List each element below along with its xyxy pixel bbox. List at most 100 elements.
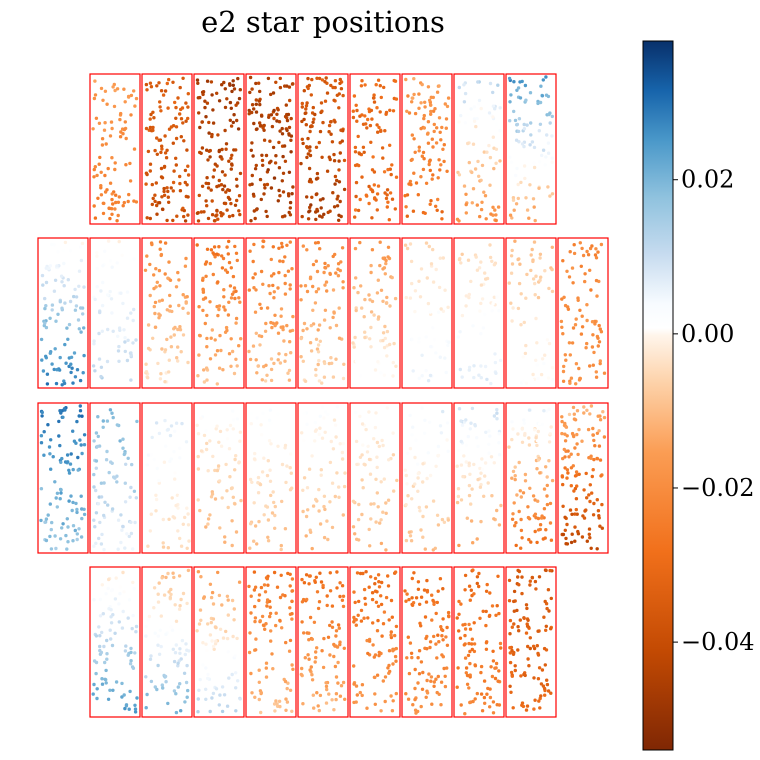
- star-point: [299, 298, 303, 302]
- star-point: [300, 577, 304, 582]
- star-point: [132, 307, 136, 312]
- star-point: [508, 660, 513, 665]
- chip-border: [141, 237, 193, 389]
- star-point: [282, 144, 287, 148]
- chip-r4-c5: [297, 566, 349, 718]
- star-point: [445, 438, 449, 442]
- star-point: [541, 537, 545, 541]
- star-point: [50, 242, 54, 247]
- star-point: [566, 471, 570, 475]
- star-point: [252, 121, 256, 126]
- star-point: [181, 293, 185, 297]
- star-point: [278, 129, 282, 133]
- star-point: [550, 134, 554, 138]
- star-point: [491, 135, 495, 139]
- chip-r4-c6: [349, 566, 401, 718]
- star-point: [56, 250, 60, 254]
- star-point: [204, 260, 209, 264]
- star-point: [172, 516, 177, 520]
- star-point: [256, 481, 260, 485]
- chip-r1-c1: [89, 73, 141, 225]
- star-point: [149, 85, 154, 89]
- star-point: [184, 119, 188, 123]
- star-point: [586, 427, 591, 432]
- star-point: [301, 328, 305, 333]
- star-point: [418, 509, 422, 513]
- star-point: [457, 173, 462, 177]
- star-point: [95, 266, 99, 271]
- star-point: [439, 138, 443, 142]
- star-point: [112, 475, 116, 479]
- star-point: [314, 497, 318, 502]
- star-point: [223, 105, 228, 110]
- star-point: [234, 103, 238, 107]
- star-point: [64, 533, 68, 538]
- star-point: [483, 461, 488, 465]
- star-point: [175, 356, 179, 360]
- star-point: [472, 364, 476, 368]
- star-point: [300, 666, 304, 671]
- chip-r4-c4: [245, 566, 297, 718]
- star-point: [489, 455, 494, 459]
- star-point: [441, 617, 445, 621]
- star-point: [436, 589, 440, 593]
- star-point: [313, 420, 317, 425]
- star-point: [307, 467, 312, 471]
- star-point: [223, 268, 228, 272]
- star-point: [434, 204, 438, 208]
- star-point: [316, 704, 320, 708]
- star-point: [163, 241, 168, 245]
- star-point: [598, 458, 603, 462]
- star-point: [69, 355, 74, 359]
- star-point: [468, 427, 472, 431]
- star-point: [441, 147, 445, 151]
- star-point: [329, 120, 333, 124]
- star-point: [591, 426, 595, 431]
- chip-r2-c2: [89, 237, 141, 389]
- star-point: [321, 583, 325, 588]
- star-point: [408, 296, 413, 300]
- star-point: [262, 183, 267, 187]
- star-point: [455, 500, 460, 505]
- star-point: [252, 286, 256, 290]
- star-point: [195, 78, 200, 82]
- star-point: [524, 196, 528, 200]
- star-point: [201, 276, 205, 280]
- star-point: [283, 527, 288, 531]
- star-point: [120, 681, 124, 686]
- star-point: [146, 376, 150, 380]
- star-point: [253, 695, 257, 699]
- star-point: [410, 157, 414, 162]
- star-point: [154, 181, 158, 185]
- star-point: [432, 634, 436, 639]
- star-point: [545, 475, 549, 479]
- star-point: [78, 438, 82, 442]
- star-point: [459, 703, 463, 707]
- star-point: [75, 537, 79, 542]
- star-point: [322, 416, 326, 420]
- chip-r3-c1: [37, 402, 89, 554]
- star-point: [305, 155, 309, 160]
- star-point: [384, 196, 389, 201]
- star-point: [134, 630, 138, 634]
- star-point: [483, 271, 487, 275]
- star-point: [179, 709, 183, 713]
- star-point: [522, 616, 526, 620]
- star-point: [467, 622, 471, 627]
- star-point: [99, 374, 103, 379]
- star-point: [404, 503, 408, 507]
- star-point: [117, 344, 121, 349]
- star-point: [230, 153, 234, 157]
- star-point: [512, 80, 516, 84]
- star-point: [247, 108, 251, 113]
- star-point: [61, 415, 65, 419]
- star-point: [232, 607, 236, 611]
- star-point: [157, 581, 161, 585]
- star-point: [365, 706, 369, 710]
- star-point: [564, 358, 568, 362]
- star-point: [406, 635, 410, 639]
- star-point: [318, 339, 322, 343]
- star-point: [424, 335, 428, 339]
- star-point: [186, 173, 191, 177]
- star-point: [215, 468, 220, 473]
